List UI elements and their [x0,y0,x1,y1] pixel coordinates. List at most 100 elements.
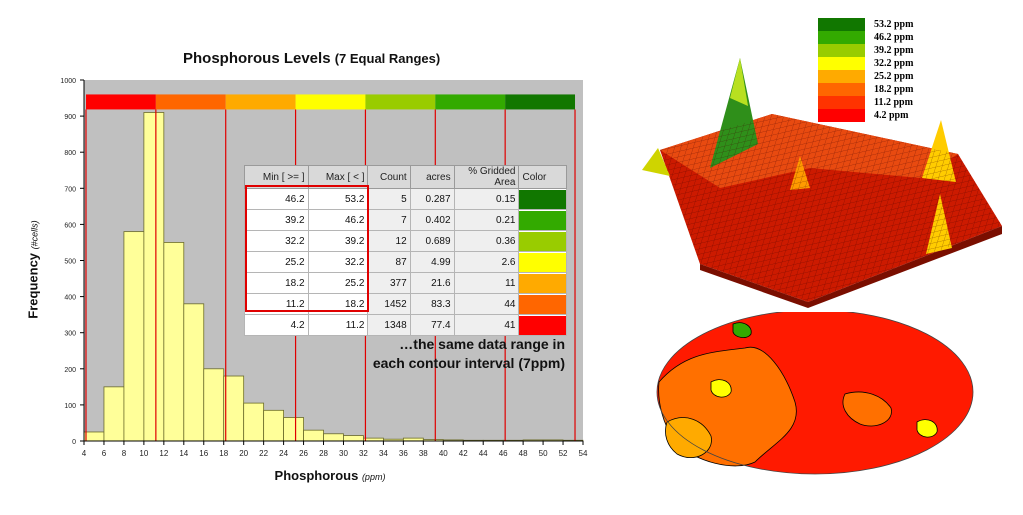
x-tick-label: 12 [159,449,168,458]
histogram-bar [143,112,165,442]
y-tick-label: 1000 [60,78,76,85]
legend-label: 39.2 ppm [874,45,914,56]
color-swatch [519,294,566,314]
x-tick-label: 36 [399,449,408,458]
table-header-color: Color [518,165,567,189]
histogram-bar [323,433,344,442]
table-cell-pct: 0.21 [453,209,520,231]
x-tick-label: 6 [102,449,107,458]
table-row: 46.2 53.2 5 0.287 0.15 [244,188,567,210]
table-cell-pct: 0.15 [453,188,520,210]
contour-outline [656,312,974,475]
table-header-pct-area: % Gridded Area [453,165,520,189]
table-cell-color [518,209,567,231]
x-tick-label: 38 [419,449,428,458]
y-tick-label: 200 [64,367,76,374]
histogram-bar [243,402,265,442]
legend-swatch [818,96,865,109]
table-cell-count: 377 [367,272,411,294]
y-axis-label: Frequency (#cells) [26,215,41,325]
legend-label: 46.2 ppm [874,32,914,43]
table-header-max: Max [ < ] [307,165,369,189]
x-tick-label: 54 [579,449,588,458]
table-cell-pct: 11 [453,272,520,294]
table-cell-color [518,188,567,210]
legend-label: 53.2 ppm [874,19,914,30]
color-swatch [519,210,566,230]
x-tick-label: 46 [499,449,508,458]
color-swatch [519,231,566,251]
table-cell-pct: 2.6 [453,251,520,273]
color-swatch [519,252,566,272]
table-row: 25.2 32.2 87 4.99 2.6 [244,251,567,273]
histogram-bar [283,417,304,442]
y-tick-label: 800 [64,150,76,157]
histogram-bar [163,242,185,442]
x-tick-label: 10 [139,449,148,458]
table-row: 18.2 25.2 377 21.6 11 [244,272,567,294]
contour-yellow-spot-right [916,419,938,438]
x-tick-label: 4 [82,449,87,458]
legend-swatch [818,83,865,96]
table-cell-min: 25.2 [244,251,309,273]
range-color-band [435,94,506,110]
table-cell-acres: 21.6 [409,272,455,294]
histogram-bar [183,303,205,442]
chart-subtitle: (7 Equal Ranges) [334,51,441,66]
peak-left [642,148,670,176]
table-cell-acres: 83.3 [409,293,455,315]
table-cell-acres: 77.4 [409,314,455,336]
histogram-bar [343,435,364,442]
contour-amber-zone [665,417,712,459]
table-cell-max: 18.2 [307,293,369,315]
color-swatch [519,273,566,293]
range-color-band [365,94,436,110]
y-tick-label: 700 [64,186,76,193]
x-tick-label: 14 [179,449,188,458]
x-tick-label: 18 [219,449,228,458]
y-tick-label: 100 [64,403,76,410]
color-swatch [519,315,566,335]
table-row: 4.2 11.2 1348 77.4 41 [244,314,567,336]
x-tick-label: 40 [439,449,448,458]
table-header-acres: acres [409,165,455,189]
table-cell-pct: 44 [453,293,520,315]
table-cell-count: 1452 [367,293,411,315]
table-row: 39.2 46.2 7 0.402 0.21 [244,209,567,231]
x-tick-label: 16 [199,449,208,458]
x-tick-label: 42 [459,449,468,458]
x-tick-label: 24 [279,449,288,458]
range-color-band [505,94,576,110]
legend-swatch [818,70,865,83]
table-cell-count: 7 [367,209,411,231]
table-cell-count: 5 [367,188,411,210]
x-tick-label: 32 [359,449,368,458]
x-tick-label: 26 [299,449,308,458]
table-cell-count: 87 [367,251,411,273]
range-table-body: 46.2 53.2 5 0.287 0.15 39.2 46.2 7 0.402 0.21 32.2… [244,188,567,336]
table-header-min: Min [ >= ] [244,165,309,189]
3d-surface-map [642,58,1002,308]
x-tick-label: 44 [479,449,488,458]
table-cell-color [518,230,567,252]
color-swatch [519,189,566,209]
x-tick-label: 8 [122,449,127,458]
table-cell-min: 18.2 [244,272,309,294]
table-cell-color [518,272,567,294]
table-row: 11.2 18.2 1452 83.3 44 [244,293,567,315]
table-cell-count: 12 [367,230,411,252]
x-tick-label: 50 [539,449,548,458]
table-cell-acres: 0.689 [409,230,455,252]
histogram-bar [123,231,145,442]
table-cell-max: 32.2 [307,251,369,273]
contour-orange-zone-2 [842,391,892,427]
table-cell-color [518,293,567,315]
histogram-bar [83,431,105,442]
histogram-bar [223,375,245,442]
x-axis-label-text: Phosphorous [274,468,359,483]
range-table-header: Min [ >= ] Max [ < ] Count acres % Gridd… [244,165,567,189]
histogram-bar [263,409,285,442]
chart-title-text: Phosphorous Levels [183,50,331,67]
table-cell-max: 11.2 [307,314,369,336]
legend-label: 32.2 ppm [874,58,914,69]
